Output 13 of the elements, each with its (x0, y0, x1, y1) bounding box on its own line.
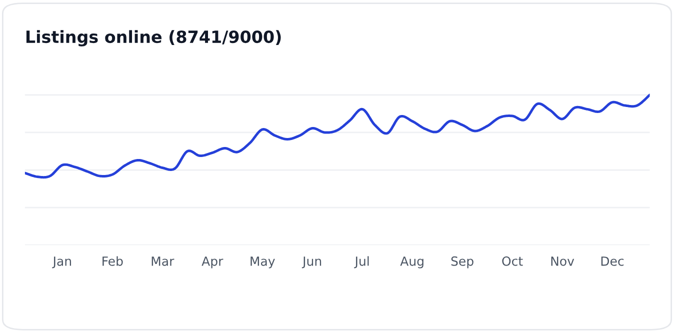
x-tick-label: Jul (354, 256, 369, 268)
x-tick-label: Apr (202, 256, 224, 268)
x-tick-label: Jan (52, 256, 71, 268)
x-tick-label: Aug (400, 256, 424, 268)
x-tick-label: Mar (152, 256, 174, 266)
x-tick-label: Jun (302, 256, 322, 268)
x-tick-label: Dec (601, 256, 624, 266)
x-tick-label: Feb (102, 256, 123, 266)
x-tick-label: May (250, 256, 275, 268)
chart-title: Listings online (8741/9000) (26, 30, 281, 46)
x-tick-label: Sep (451, 256, 474, 268)
x-tick-label: Nov (551, 256, 574, 266)
x-tick-label: Oct (502, 256, 523, 266)
